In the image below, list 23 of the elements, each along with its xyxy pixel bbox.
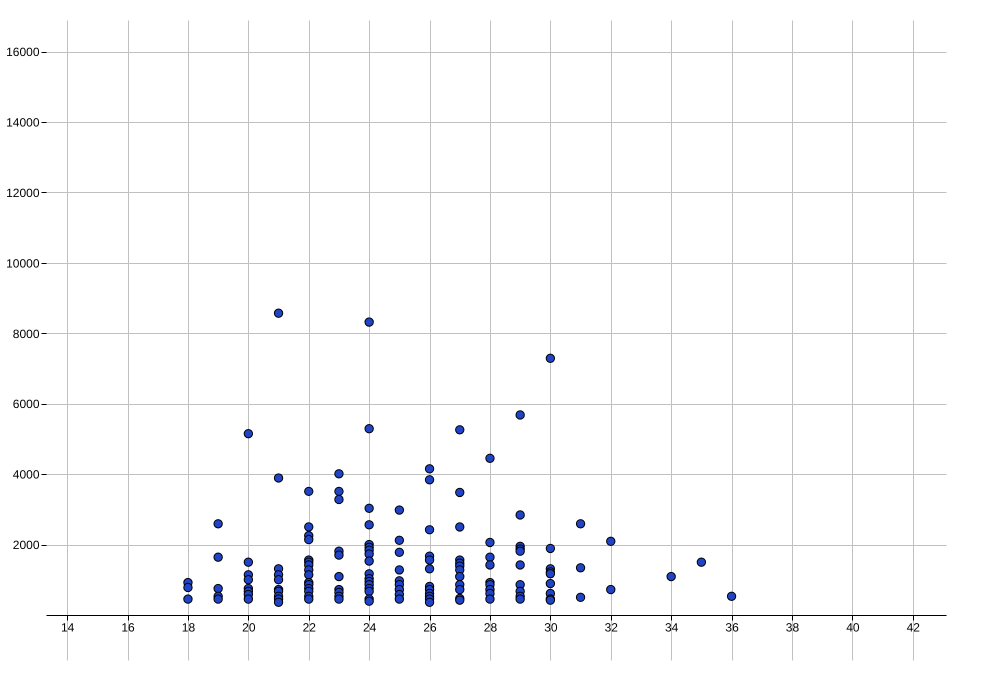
- x-tick-label: 24: [362, 620, 377, 634]
- x-tick-label: 32: [604, 620, 618, 634]
- x-tick-label: 22: [302, 620, 316, 634]
- x-tick-label: 28: [484, 620, 498, 634]
- y-tick-label: 12000: [6, 186, 40, 200]
- y-tick-label: 10000: [6, 256, 40, 270]
- x-tick-label: 38: [786, 620, 800, 634]
- y-tick-label: 16000: [6, 45, 40, 60]
- x-tick-label: 16: [121, 620, 136, 634]
- x-tick-label: 14: [60, 620, 75, 634]
- x-tick-label: 30: [544, 620, 558, 634]
- x-tick-label: 26: [423, 620, 438, 634]
- x-tick-label: 34: [664, 620, 679, 634]
- y-tick-label: 8000: [12, 326, 40, 341]
- x-tick-label: 18: [182, 620, 196, 634]
- x-tick-label: 40: [846, 620, 860, 634]
- x-tick-label: 42: [906, 620, 920, 634]
- y-tick-label: 4000: [12, 468, 40, 482]
- x-tick-label: 20: [242, 620, 256, 634]
- y-tick-label: 14000: [6, 116, 40, 130]
- x-tick-label: 36: [725, 620, 740, 634]
- y-tick-label: 2000: [12, 538, 40, 552]
- y-tick-label: 6000: [12, 397, 40, 412]
